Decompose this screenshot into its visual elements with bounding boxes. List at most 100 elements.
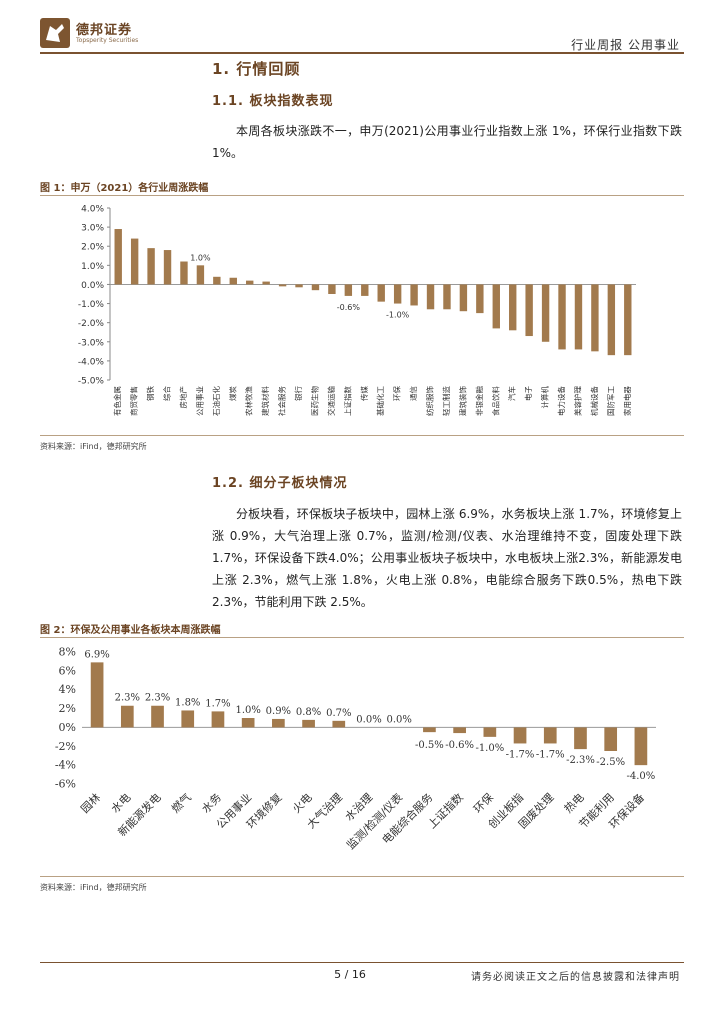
bar bbox=[634, 727, 648, 766]
category-label: 水电 bbox=[109, 791, 134, 816]
bar bbox=[509, 284, 517, 331]
category-label: 基础化工 bbox=[375, 386, 385, 416]
bar bbox=[483, 727, 497, 737]
header-divider bbox=[40, 52, 684, 54]
bar bbox=[241, 718, 255, 728]
bar bbox=[151, 705, 164, 728]
data-label: -1.7% bbox=[506, 749, 535, 760]
bar bbox=[459, 284, 468, 312]
bar bbox=[377, 284, 385, 302]
bar bbox=[423, 727, 436, 733]
bar bbox=[302, 719, 315, 728]
bar bbox=[120, 705, 134, 728]
bar bbox=[295, 284, 303, 288]
data-label: 2.3% bbox=[145, 693, 170, 704]
figure1-source: 资料来源：iFind，德邦研究所 bbox=[40, 442, 147, 451]
category-label: 汽车 bbox=[507, 386, 517, 401]
figure1-caption: 图 1：申万（2021）各行业周涨跌幅 bbox=[40, 183, 209, 194]
paragraph-sub-sectors: 分板块看，环保板块子板块中，园林上涨 6.9%，水务板块上涨 1.7%，环境修复… bbox=[212, 507, 682, 609]
bar bbox=[90, 662, 104, 728]
page-number: 5 / 16 bbox=[334, 968, 366, 981]
category-label: 燃气 bbox=[168, 790, 193, 815]
y-tick-label: -2% bbox=[55, 740, 76, 753]
data-label: -0.6% bbox=[445, 740, 474, 751]
category-label: 医药生物 bbox=[309, 386, 319, 416]
data-label: 2.3% bbox=[115, 693, 140, 704]
bar bbox=[332, 720, 346, 728]
data-label: -1.0% bbox=[475, 743, 504, 754]
brand-logo-icon bbox=[40, 18, 70, 48]
data-label: -2.3% bbox=[566, 755, 595, 766]
data-label: 0.0% bbox=[356, 714, 381, 725]
bar bbox=[328, 284, 336, 294]
bar bbox=[558, 284, 566, 350]
y-tick-label: 0.0% bbox=[81, 281, 104, 291]
footer-divider bbox=[40, 962, 684, 963]
subsection-title-sub-sectors: 1.2. 细分子板块情况 bbox=[212, 476, 348, 491]
category-label: 热电 bbox=[562, 791, 587, 816]
category-label: 纺织服饰 bbox=[425, 386, 435, 416]
category-label: 传媒 bbox=[359, 386, 369, 401]
category-label: 钢铁 bbox=[145, 386, 155, 401]
category-label: 房地产 bbox=[178, 386, 188, 409]
data-label: -4.0% bbox=[626, 771, 655, 782]
category-label: 石油石化 bbox=[211, 386, 221, 416]
paragraph-index-performance: 本周各板块涨跌不一，申万(2021)公用事业行业指数上涨 1%，环保行业指数下跌… bbox=[212, 124, 682, 160]
category-label: 家用电器 bbox=[622, 386, 632, 416]
section-title: 1. 行情回顾 bbox=[212, 60, 301, 78]
report-type: 行业周报 公用事业 bbox=[571, 38, 680, 52]
category-label: 食品饮料 bbox=[490, 386, 500, 416]
y-tick-label: 4.0% bbox=[81, 205, 104, 215]
category-label: 综合 bbox=[162, 386, 172, 401]
category-label: 建筑装饰 bbox=[457, 386, 467, 416]
y-tick-label: -3.0% bbox=[78, 338, 105, 348]
bar bbox=[393, 284, 402, 304]
category-label: 交通运输 bbox=[326, 386, 336, 416]
bar bbox=[229, 277, 237, 285]
category-label: 煤炭 bbox=[227, 386, 237, 401]
bar bbox=[130, 238, 139, 285]
data-label: 1.8% bbox=[175, 697, 200, 708]
category-label: 环保 bbox=[471, 790, 496, 815]
data-label: 0.8% bbox=[296, 707, 321, 718]
y-tick-label: -1.0% bbox=[78, 300, 105, 310]
data-label: -0.5% bbox=[415, 740, 444, 751]
category-label: 轻工制造 bbox=[441, 386, 451, 416]
figure2-source: 资料来源：iFind，德邦研究所 bbox=[40, 883, 147, 892]
category-label: 电力设备 bbox=[556, 386, 566, 416]
category-label: 水务 bbox=[199, 791, 224, 816]
bar bbox=[410, 284, 418, 306]
data-label: -1.0% bbox=[386, 311, 410, 320]
bar bbox=[426, 284, 435, 310]
y-tick-label: -4% bbox=[55, 759, 76, 772]
y-tick-label: 2.0% bbox=[81, 243, 104, 253]
bar bbox=[543, 727, 557, 744]
brand-english-name: Topsperity Securities bbox=[76, 37, 139, 44]
y-tick-label: -6% bbox=[55, 778, 76, 791]
bar bbox=[147, 248, 155, 285]
y-tick-label: 2% bbox=[59, 702, 76, 715]
category-label: 社会服务 bbox=[277, 386, 287, 416]
bar bbox=[492, 284, 500, 329]
figure1-bar-chart: 4.0% 3.0% 2.0% 1.0% 0.0% -1.0% -2.0% -3.0% -4.0%… bbox=[78, 205, 636, 416]
data-label: 1.0% bbox=[190, 253, 211, 262]
y-tick-label: 8% bbox=[59, 646, 76, 659]
category-label: 机械设备 bbox=[589, 386, 599, 416]
category-label: 通信 bbox=[408, 386, 418, 401]
bar bbox=[591, 284, 599, 352]
data-label: 0.7% bbox=[326, 708, 351, 719]
y-tick-label: 6% bbox=[59, 664, 76, 677]
data-label: -0.6% bbox=[337, 303, 361, 312]
bar bbox=[163, 250, 172, 285]
category-label: 火电 bbox=[290, 791, 315, 816]
bar bbox=[344, 284, 353, 296]
bar bbox=[114, 229, 122, 285]
bar bbox=[272, 718, 285, 728]
data-label: 6.9% bbox=[84, 649, 109, 660]
brand-name: 德邦证券 bbox=[76, 23, 133, 38]
bar bbox=[211, 711, 225, 728]
bar bbox=[604, 727, 618, 751]
bar bbox=[453, 727, 466, 734]
bar bbox=[624, 284, 632, 356]
data-label: 1.0% bbox=[235, 705, 260, 716]
